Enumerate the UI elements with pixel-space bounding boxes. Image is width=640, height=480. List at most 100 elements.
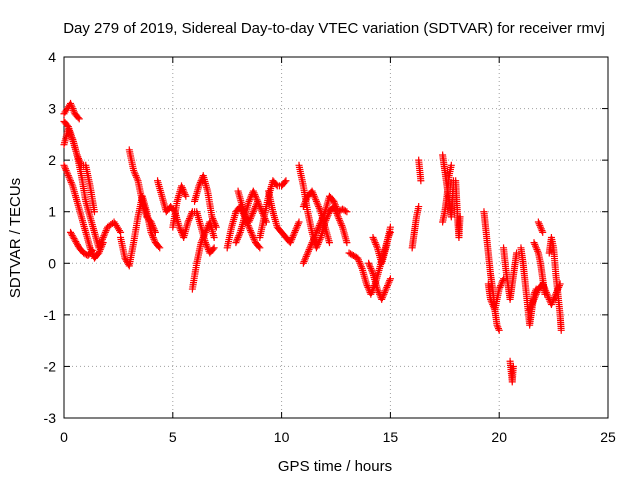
data-point xyxy=(67,99,75,107)
data-point xyxy=(542,287,550,295)
data-point xyxy=(312,228,320,236)
data-point xyxy=(249,187,257,195)
data-point xyxy=(257,206,265,214)
data-point xyxy=(527,302,535,310)
data-point xyxy=(302,254,310,262)
data-point xyxy=(246,196,254,204)
data-point xyxy=(383,283,391,291)
data-point xyxy=(495,285,503,293)
x-tick-label: 10 xyxy=(274,429,290,445)
data-point xyxy=(133,173,141,181)
data-point xyxy=(331,199,339,207)
data-point xyxy=(73,151,81,159)
data-point xyxy=(551,292,559,300)
data-point xyxy=(201,228,209,236)
data-point xyxy=(64,172,72,180)
data-point xyxy=(151,228,159,236)
y-tick-label: 0 xyxy=(48,255,56,271)
data-point xyxy=(233,235,241,243)
data-point xyxy=(63,168,71,176)
data-point xyxy=(209,216,217,224)
data-point xyxy=(244,221,252,229)
data-point xyxy=(62,166,70,174)
data-point xyxy=(526,304,534,312)
data-point xyxy=(61,163,69,171)
data-point xyxy=(315,204,323,212)
y-tick-label: 2 xyxy=(48,152,56,168)
data-point xyxy=(236,230,244,238)
data-point xyxy=(357,263,365,271)
data-point xyxy=(299,203,307,211)
data-point xyxy=(252,194,260,202)
data-point xyxy=(539,228,547,236)
data-point xyxy=(101,230,109,238)
data-point xyxy=(95,249,103,257)
y-tick-label: 1 xyxy=(48,204,56,220)
data-point xyxy=(304,247,312,255)
data-point xyxy=(415,203,423,211)
data-point xyxy=(531,242,539,250)
data-point xyxy=(539,280,547,288)
data-point xyxy=(302,196,310,204)
data-point xyxy=(313,242,321,250)
data-point xyxy=(332,203,340,211)
data-point xyxy=(553,287,561,295)
data-point xyxy=(299,259,307,267)
data-point xyxy=(370,237,378,245)
data-point xyxy=(314,201,322,209)
data-point xyxy=(288,235,296,243)
data-point xyxy=(67,177,75,185)
data-point xyxy=(251,191,259,199)
data-point xyxy=(233,237,241,245)
data-point xyxy=(550,295,558,303)
data-point xyxy=(529,299,537,307)
data-point xyxy=(337,220,345,228)
data-point xyxy=(148,221,156,229)
data-point xyxy=(310,234,318,241)
data-point xyxy=(555,282,563,290)
data-point xyxy=(245,223,253,231)
data-point xyxy=(537,223,545,231)
data-point xyxy=(178,182,186,190)
data-point xyxy=(249,209,257,217)
data-point xyxy=(250,189,258,197)
data-point xyxy=(374,287,382,295)
data-point xyxy=(548,299,556,307)
data-point xyxy=(254,199,262,207)
data-point xyxy=(381,287,389,295)
data-point xyxy=(295,218,303,226)
data-point xyxy=(115,227,123,235)
data-point xyxy=(184,218,192,226)
data-point xyxy=(247,228,255,236)
data-point xyxy=(310,192,318,200)
data-point xyxy=(133,175,141,183)
data-point xyxy=(529,297,537,305)
data-point xyxy=(338,221,346,229)
data-point xyxy=(335,215,343,223)
data-point xyxy=(210,244,218,252)
chart-title: Day 279 of 2019, Sidereal Day-to-day VTE… xyxy=(63,20,605,37)
data-point xyxy=(355,258,363,266)
y-tick-label: -3 xyxy=(44,410,57,426)
data-point xyxy=(354,254,362,262)
data-point xyxy=(272,181,280,189)
data-point xyxy=(310,191,318,199)
x-tick-label: 20 xyxy=(491,429,507,445)
data-point xyxy=(456,213,464,221)
data-point xyxy=(383,282,391,290)
data-point xyxy=(312,230,320,238)
data-point xyxy=(307,240,315,248)
data-point xyxy=(316,235,324,243)
data-point xyxy=(156,244,164,252)
data-point xyxy=(447,161,455,169)
x-tick-label: 5 xyxy=(169,429,177,445)
data-point xyxy=(256,244,264,252)
data-point xyxy=(312,197,320,205)
data-points xyxy=(60,99,565,386)
data-point xyxy=(308,239,316,247)
data-point xyxy=(200,232,208,240)
data-point xyxy=(250,206,258,214)
data-point xyxy=(535,220,543,228)
data-point xyxy=(196,178,204,186)
